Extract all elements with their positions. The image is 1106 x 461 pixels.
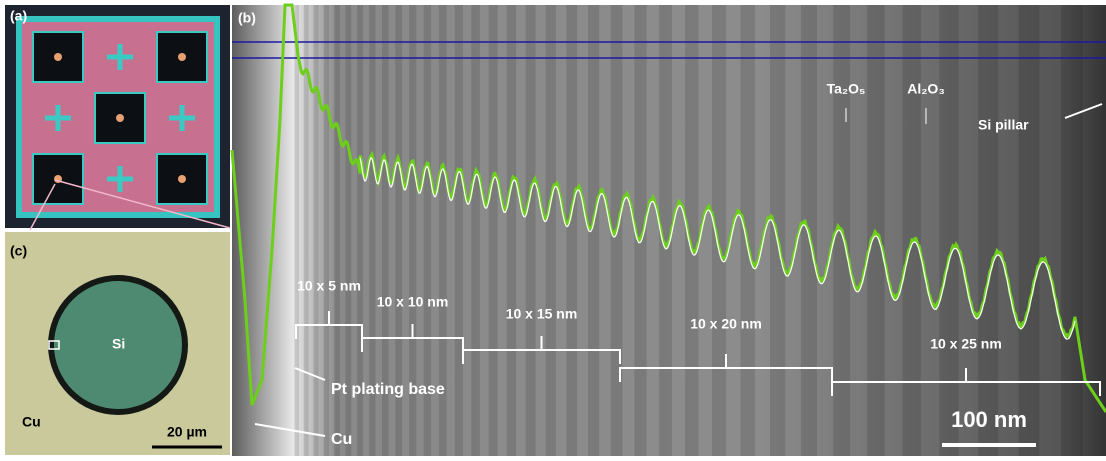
- stripe: [939, 5, 958, 456]
- stripe: [471, 5, 480, 456]
- stripe: [489, 5, 498, 456]
- stripe: [978, 5, 998, 456]
- stripe: [1061, 5, 1083, 456]
- stripe: [712, 5, 726, 456]
- cu-label: Cu: [22, 414, 41, 430]
- panel-a: (a): [5, 5, 230, 228]
- cu-label: Cu: [331, 431, 352, 448]
- pad: [54, 53, 62, 61]
- stripe: [455, 5, 463, 456]
- bracket-label: 10 x 5 nm: [297, 278, 361, 294]
- layer-label: Ta₂O₅: [827, 81, 866, 97]
- pad: [116, 114, 124, 122]
- pt-label: Pt plating base: [331, 381, 445, 398]
- panel-label: (c): [10, 243, 27, 259]
- stripe: [1019, 5, 1040, 456]
- si-pillar-label: Si pillar: [978, 117, 1029, 133]
- scale-label: 100 nm: [951, 407, 1027, 432]
- si-label: Si: [112, 336, 125, 352]
- stripe: [770, 5, 785, 456]
- stripe: [324, 5, 329, 456]
- scale-label: 20 µm: [167, 424, 207, 440]
- figure: (a) (c) Si Cu 20 µm 10 x 5 nm10 x 10 nm1…: [0, 0, 1106, 456]
- bracket-label: 10 x 20 nm: [690, 316, 762, 332]
- stripe: [546, 5, 556, 456]
- bracket-label: 10 x 15 nm: [506, 306, 578, 322]
- stripe: [314, 5, 319, 456]
- bracket-label: 10 x 25 nm: [930, 336, 1002, 352]
- page: (a) (c) Si Cu 20 µm 10 x 5 nm10 x 10 nm1…: [0, 0, 1106, 461]
- panel-b: 10 x 5 nm 10 x 10 nm 10 x 15 nm 10 x 20 nm 1…: [232, 5, 1106, 456]
- panel-label: (a): [10, 8, 27, 24]
- stripe: [507, 5, 516, 456]
- pad: [178, 53, 186, 61]
- cells: [33, 32, 207, 204]
- stripe: [740, 5, 755, 456]
- stripe: [526, 5, 536, 456]
- stripe: [295, 5, 300, 456]
- stripe: [566, 5, 577, 456]
- pad: [178, 175, 186, 183]
- layer-label: Al₂O₃: [907, 81, 945, 97]
- panel-label: (b): [238, 10, 256, 26]
- bracket-label: 10 x 10 nm: [377, 294, 449, 310]
- stripe: [902, 5, 920, 456]
